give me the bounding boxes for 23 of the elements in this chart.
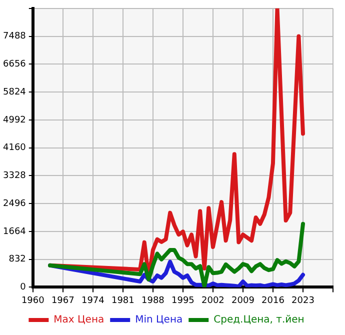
y-tick-label: 4992 <box>3 115 26 126</box>
legend-label: Min Цена <box>135 314 183 326</box>
x-tick-label: 1960 <box>21 296 45 306</box>
x-tick-label: 1967 <box>51 296 74 306</box>
x-tick-label: 2009 <box>232 296 255 306</box>
y-tick-label: 5824 <box>3 87 26 98</box>
y-tick-label: 2496 <box>3 198 26 209</box>
x-tick-label: 1981 <box>111 296 134 306</box>
y-tick-label: 7488 <box>3 32 26 42</box>
x-tick-label: 1995 <box>172 296 194 306</box>
x-tick-label: 2016 <box>262 296 285 306</box>
x-tick-label: 2002 <box>202 296 224 306</box>
y-tick-label: 6656 <box>3 60 26 70</box>
legend-label: Сред.Цена, т.йен <box>214 314 304 326</box>
y-tick-label: 832 <box>8 254 26 265</box>
legend-label: Max Цена <box>54 314 104 326</box>
y-tick-label: 4160 <box>3 143 26 154</box>
y-tick-label: 3328 <box>3 171 26 182</box>
x-tick-label: 1988 <box>141 296 165 306</box>
y-tick-label: 1664 <box>3 226 26 237</box>
x-tick-label: 2023 <box>292 296 314 306</box>
y-tick-label: 0 <box>20 282 26 293</box>
x-tick-label: 1974 <box>81 296 105 306</box>
